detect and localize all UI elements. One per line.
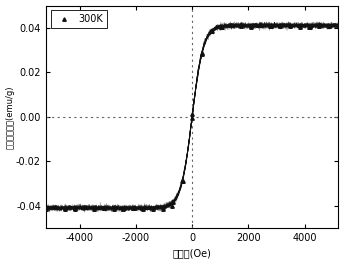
300K xyxy=(317,24,321,27)
300K xyxy=(112,207,116,210)
300K xyxy=(268,24,272,27)
300K xyxy=(93,206,97,209)
300K xyxy=(73,207,77,210)
300K xyxy=(278,25,282,28)
X-axis label: 矫偶力(Oe): 矫偶力(Oe) xyxy=(173,248,212,258)
300K xyxy=(63,207,67,210)
300K xyxy=(83,205,87,209)
300K xyxy=(259,23,263,26)
300K xyxy=(141,206,146,209)
300K xyxy=(151,207,155,210)
300K xyxy=(219,25,224,29)
Y-axis label: 饱和磁化强度(emu/g): 饱和磁化强度(emu/g) xyxy=(6,85,14,149)
300K xyxy=(161,205,165,208)
300K xyxy=(239,23,243,26)
300K xyxy=(308,25,312,28)
300K xyxy=(249,25,253,29)
300K xyxy=(103,207,107,210)
300K xyxy=(181,179,185,182)
300K xyxy=(171,201,175,204)
300K xyxy=(122,206,126,210)
300K xyxy=(132,206,136,210)
300K xyxy=(288,23,292,26)
300K xyxy=(54,206,58,209)
300K xyxy=(298,26,302,29)
300K xyxy=(210,30,214,33)
Legend: 300K: 300K xyxy=(51,10,107,28)
300K xyxy=(229,23,234,27)
Line: 300K: 300K xyxy=(44,22,331,211)
300K xyxy=(200,51,204,54)
300K xyxy=(190,112,194,116)
300K xyxy=(44,208,48,211)
300K xyxy=(327,25,331,28)
